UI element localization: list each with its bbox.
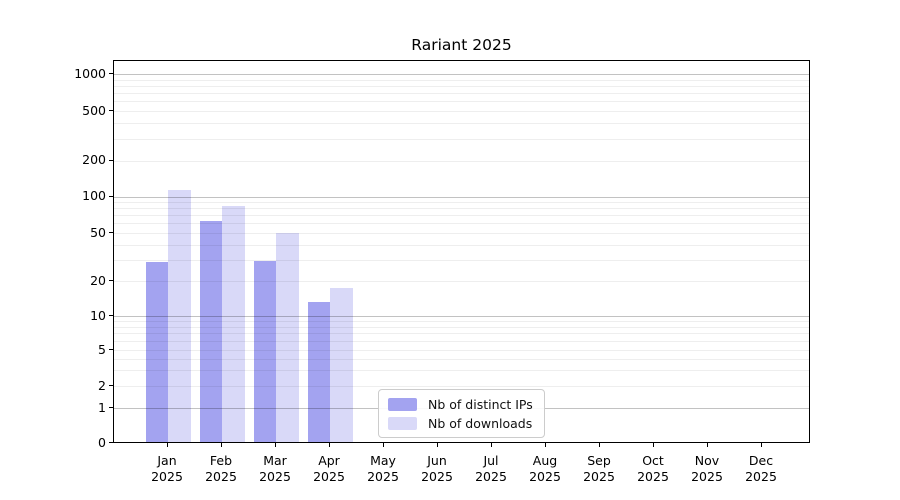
y-tick-label-10: 10 [90,307,106,323]
x-tick-label-aug: Aug 2025 [529,453,561,484]
gridline-minor [114,350,809,351]
x-tick-mark [599,443,600,447]
gridline-minor [114,259,809,261]
x-tick-label-sep: Sep 2025 [583,453,615,484]
y-tick-mark [109,195,113,197]
gridline-minor [114,111,809,112]
gridline-minor [114,244,809,246]
gridline-major [114,74,809,75]
y-tick-label-1: 1 [98,399,106,415]
x-tick-mark [653,443,654,447]
gridline-minor [114,386,809,387]
x-tick-mark [329,443,330,447]
gridline-minor [114,358,809,360]
gridline-minor [114,123,809,125]
x-tick-mark [275,443,276,447]
bar-downloads-jan [168,189,191,442]
y-tick-mark [109,385,113,386]
bar-distinct-ips-feb [199,220,222,442]
gridline-minor [114,341,809,343]
legend-label-downloads: Nb of downloads [428,416,533,431]
gridline-minor [114,79,809,81]
x-tick-label-may: May 2025 [367,453,399,484]
y-tick-label-5: 5 [98,341,106,357]
y-tick-mark [109,73,113,74]
gridline-minor [114,101,809,103]
gridline-minor [114,321,809,323]
chart-title: Rariant 2025 [411,36,512,54]
y-tick-mark [109,159,113,161]
grid-layer [114,61,809,442]
gridline-minor [114,160,809,162]
x-tick-mark [437,443,438,447]
gridline-minor [114,138,809,140]
x-tick-label-jan: Jan 2025 [151,453,183,484]
bar-downloads-apr [330,288,353,442]
y-tick-mark [109,349,113,350]
x-tick-label-mar: Mar 2025 [259,453,291,484]
y-tick-label-1000: 1000 [74,65,106,81]
y-tick-mark [109,280,113,281]
bar-downloads-mar [276,233,299,442]
legend: Nb of distinct IPs Nb of downloads [378,389,545,438]
y-tick-mark [109,442,113,443]
x-tick-label-nov: Nov 2025 [691,453,723,484]
gridline-minor [114,233,809,234]
legend-swatch-downloads-icon [388,417,417,430]
y-tick-mark [109,232,113,233]
bar-downloads-feb [222,206,245,442]
x-tick-mark [383,443,384,447]
gridline-minor [114,281,809,282]
x-tick-mark [491,443,492,447]
gridline-minor [114,215,809,217]
x-tick-label-apr: Apr 2025 [313,453,345,484]
gridline-major [114,196,809,198]
x-tick-mark [545,443,546,447]
y-tick-label-20: 20 [90,272,106,288]
gridline-minor [114,208,809,210]
y-tick-mark [109,315,113,316]
y-tick-mark [109,407,113,408]
legend-label-distinct-ips: Nb of distinct IPs [428,397,533,412]
legend-swatch-distinct-ips-icon [388,398,417,411]
y-tick-mark [109,110,113,111]
y-tick-label-2: 2 [98,377,106,393]
gridline-minor [114,326,809,328]
bar-distinct-ips-jan [145,262,168,442]
gridline-minor [114,202,809,204]
bar-distinct-ips-apr [307,301,330,442]
x-tick-mark [221,443,222,447]
gridline-minor [114,93,809,95]
bar-distinct-ips-mar [253,260,276,442]
x-tick-label-jun: Jun 2025 [421,453,453,484]
x-tick-mark [761,443,762,447]
x-tick-label-jul: Jul 2025 [475,453,507,484]
x-tick-label-oct: Oct 2025 [637,453,669,484]
gridline-minor [114,223,809,225]
y-tick-label-200: 200 [82,152,106,167]
legend-item-downloads: Nb of downloads [388,414,535,433]
x-tick-label-feb: Feb 2025 [205,453,237,484]
plot-area [113,60,810,443]
gridline-minor [114,85,809,87]
y-tick-label-100: 100 [82,188,106,204]
bars-layer [114,61,809,442]
x-tick-mark [167,443,168,447]
gridline-minor [114,370,809,372]
gridline-minor [114,333,809,335]
x-tick-mark [707,443,708,447]
y-tick-label-50: 50 [90,224,106,240]
y-tick-label-500: 500 [82,102,106,118]
x-tick-label-dec: Dec 2025 [745,453,777,484]
legend-item-distinct-ips: Nb of distinct IPs [388,395,535,414]
gridline-major [114,316,809,317]
y-tick-label-0: 0 [98,434,106,450]
